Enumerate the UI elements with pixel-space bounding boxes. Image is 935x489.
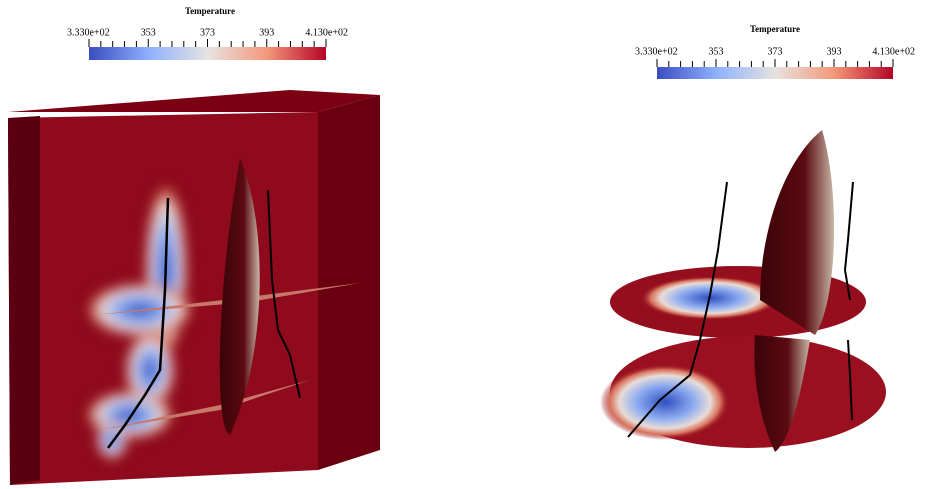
tick-label: 4.130e+02 — [305, 27, 348, 38]
tick-label: 4.130e+02 — [872, 46, 915, 57]
tick-label: 393 — [827, 46, 842, 57]
tick-label: 3.330e+02 — [635, 46, 678, 57]
tick-label: 353 — [709, 46, 724, 57]
legend-title: Temperature — [185, 6, 235, 16]
tick-label: 373 — [200, 27, 215, 38]
tick-label: 353 — [141, 27, 156, 38]
box-render — [8, 90, 380, 485]
color-bar — [89, 47, 326, 60]
tick-label: 393 — [259, 27, 274, 38]
color-legend: Temperature 3.330e+02 353 373 393 4.130e+02 — [635, 24, 915, 79]
tick-label: 3.330e+02 — [67, 27, 110, 38]
tick-label: 373 — [768, 46, 783, 57]
color-legend: Temperature 3.330e+02 353 373 393 4.130e+02 — [67, 6, 348, 60]
disk-render — [600, 130, 886, 452]
legend-title: Temperature — [750, 24, 800, 34]
color-bar — [657, 67, 893, 79]
